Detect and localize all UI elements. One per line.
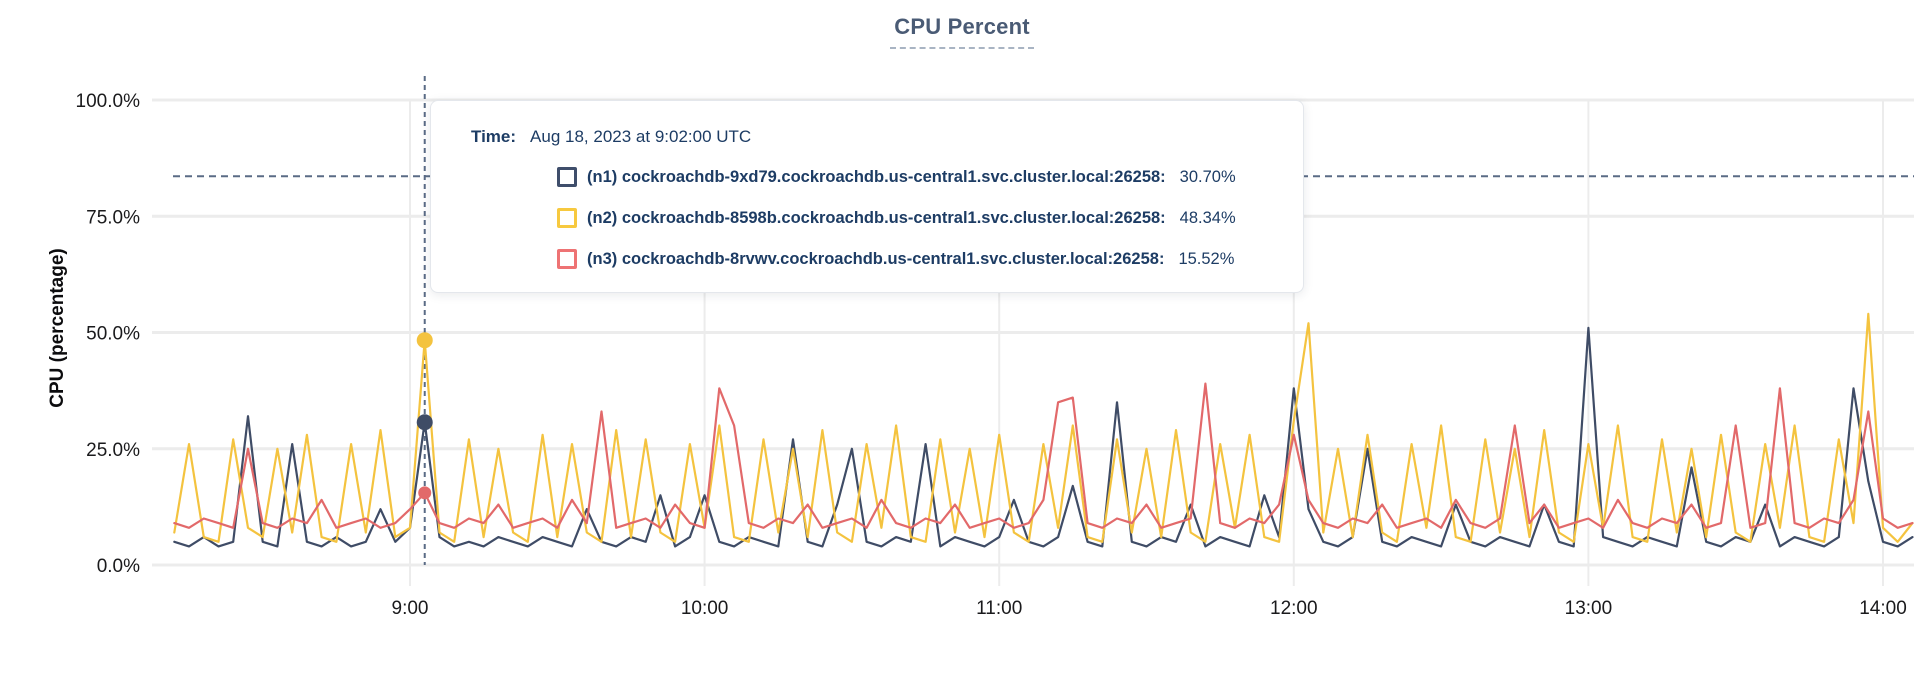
tooltip-time-label: Time: <box>471 127 517 146</box>
tooltip-series-row-n3: (n3) cockroachdb-8rvwv.cockroachdb.us-ce… <box>557 246 1281 272</box>
chart-tooltip: Time: Aug 18, 2023 at 9:02:00 UTC (n1) c… <box>430 100 1304 293</box>
series-line-n2 <box>173 312 1914 543</box>
tooltip-time-value: Aug 18, 2023 at 9:02:00 UTC <box>530 127 752 146</box>
series-label-n3: (n3) cockroachdb-8rvwv.cockroachdb.us-ce… <box>587 250 1165 268</box>
chart-title: CPU Percent <box>890 14 1034 49</box>
series-line-n1 <box>173 326 1914 548</box>
y-axis-tick: 25.0% <box>86 440 140 461</box>
hover-dot-n2 <box>416 332 433 349</box>
y-axis-tick: 75.0% <box>86 207 140 228</box>
tooltip-series-row-n1: (n1) cockroachdb-9xd79.cockroachdb.us-ce… <box>557 164 1281 190</box>
x-axis-tick: 9:00 <box>392 598 429 619</box>
x-axis-tick: 13:00 <box>1565 598 1613 619</box>
y-axis-tick: 0.0% <box>97 556 140 577</box>
hover-dot-n1 <box>416 414 433 431</box>
chart-header: CPU Percent <box>0 14 1924 49</box>
y-axis-tick: 50.0% <box>86 324 140 345</box>
hover-dot-n3 <box>418 486 432 500</box>
series-label-n1: (n1) cockroachdb-9xd79.cockroachdb.us-ce… <box>587 168 1166 186</box>
series-swatch-n2 <box>557 208 577 228</box>
y-axis-tick: 100.0% <box>76 91 141 112</box>
series-value-n3: 15.52% <box>1178 250 1235 268</box>
series-swatch-n3 <box>557 249 577 269</box>
series-value-n2: 48.34% <box>1179 209 1236 227</box>
series-swatch-n1 <box>557 167 577 187</box>
x-axis-tick: 10:00 <box>681 598 729 619</box>
x-axis-tick: 12:00 <box>1270 598 1318 619</box>
series-label-n2: (n2) cockroachdb-8598b.cockroachdb.us-ce… <box>587 209 1166 227</box>
series-value-n1: 30.70% <box>1179 168 1236 186</box>
x-axis-tick: 14:00 <box>1859 598 1907 619</box>
x-axis-tick: 11:00 <box>976 598 1022 619</box>
series-line-n3 <box>173 382 1914 529</box>
tooltip-time-row: Time: Aug 18, 2023 at 9:02:00 UTC <box>471 125 1281 149</box>
y-axis-label: CPU (percentage) <box>47 248 68 408</box>
tooltip-series-row-n2: (n2) cockroachdb-8598b.cockroachdb.us-ce… <box>557 205 1281 231</box>
